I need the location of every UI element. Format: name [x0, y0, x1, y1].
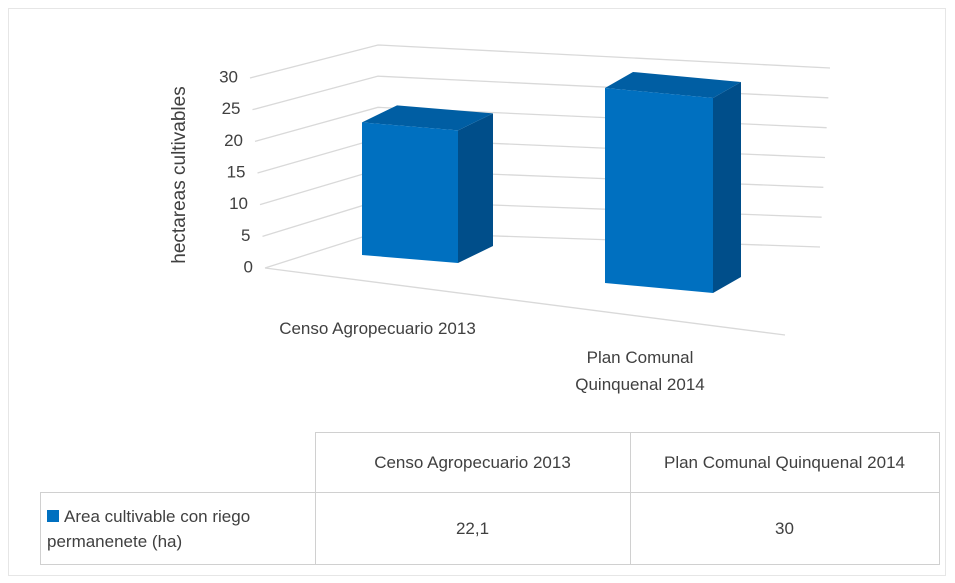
table-value: 30	[629, 492, 940, 565]
y-tick-label: 25	[222, 99, 241, 118]
y-tick-label: 0	[244, 257, 253, 276]
bar-front	[605, 88, 713, 293]
bar	[362, 105, 493, 264]
y-axis-title: hectareas cultivables	[169, 86, 190, 264]
chart-frame	[8, 8, 946, 576]
bar-front	[362, 122, 458, 264]
bar-side	[458, 113, 493, 264]
y-tick-label: 10	[229, 194, 248, 213]
table-value: 22,1	[314, 492, 631, 565]
grid-line	[252, 75, 829, 111]
bar-top	[362, 105, 493, 131]
table-header: Plan Comunal Quinquenal 2014	[629, 432, 940, 493]
y-tick-label: 20	[224, 131, 243, 150]
data-table: Censo Agropecuario 2013 Plan Comunal Qui…	[40, 432, 940, 565]
table-header: Censo Agropecuario 2013	[314, 432, 631, 493]
y-tick-label: 5	[241, 226, 250, 245]
y-tick-label: 30	[219, 67, 238, 86]
floor-edge	[264, 267, 786, 336]
bar-side	[713, 82, 741, 293]
y-tick-label: 15	[227, 162, 246, 181]
legend-label: Area cultivable con riego permanenete (h…	[47, 506, 251, 551]
x-tick-label: Censo Agropecuario 2013	[279, 319, 476, 338]
blank-cell	[40, 432, 316, 493]
bar-top	[605, 72, 741, 98]
x-tick-label: Plan Comunal Quinquenal 2014	[575, 348, 705, 394]
legend-cell: Area cultivable con riego permanenete (h…	[40, 492, 316, 565]
legend-swatch	[47, 509, 59, 522]
grid-line	[249, 44, 831, 79]
bar	[605, 72, 741, 293]
